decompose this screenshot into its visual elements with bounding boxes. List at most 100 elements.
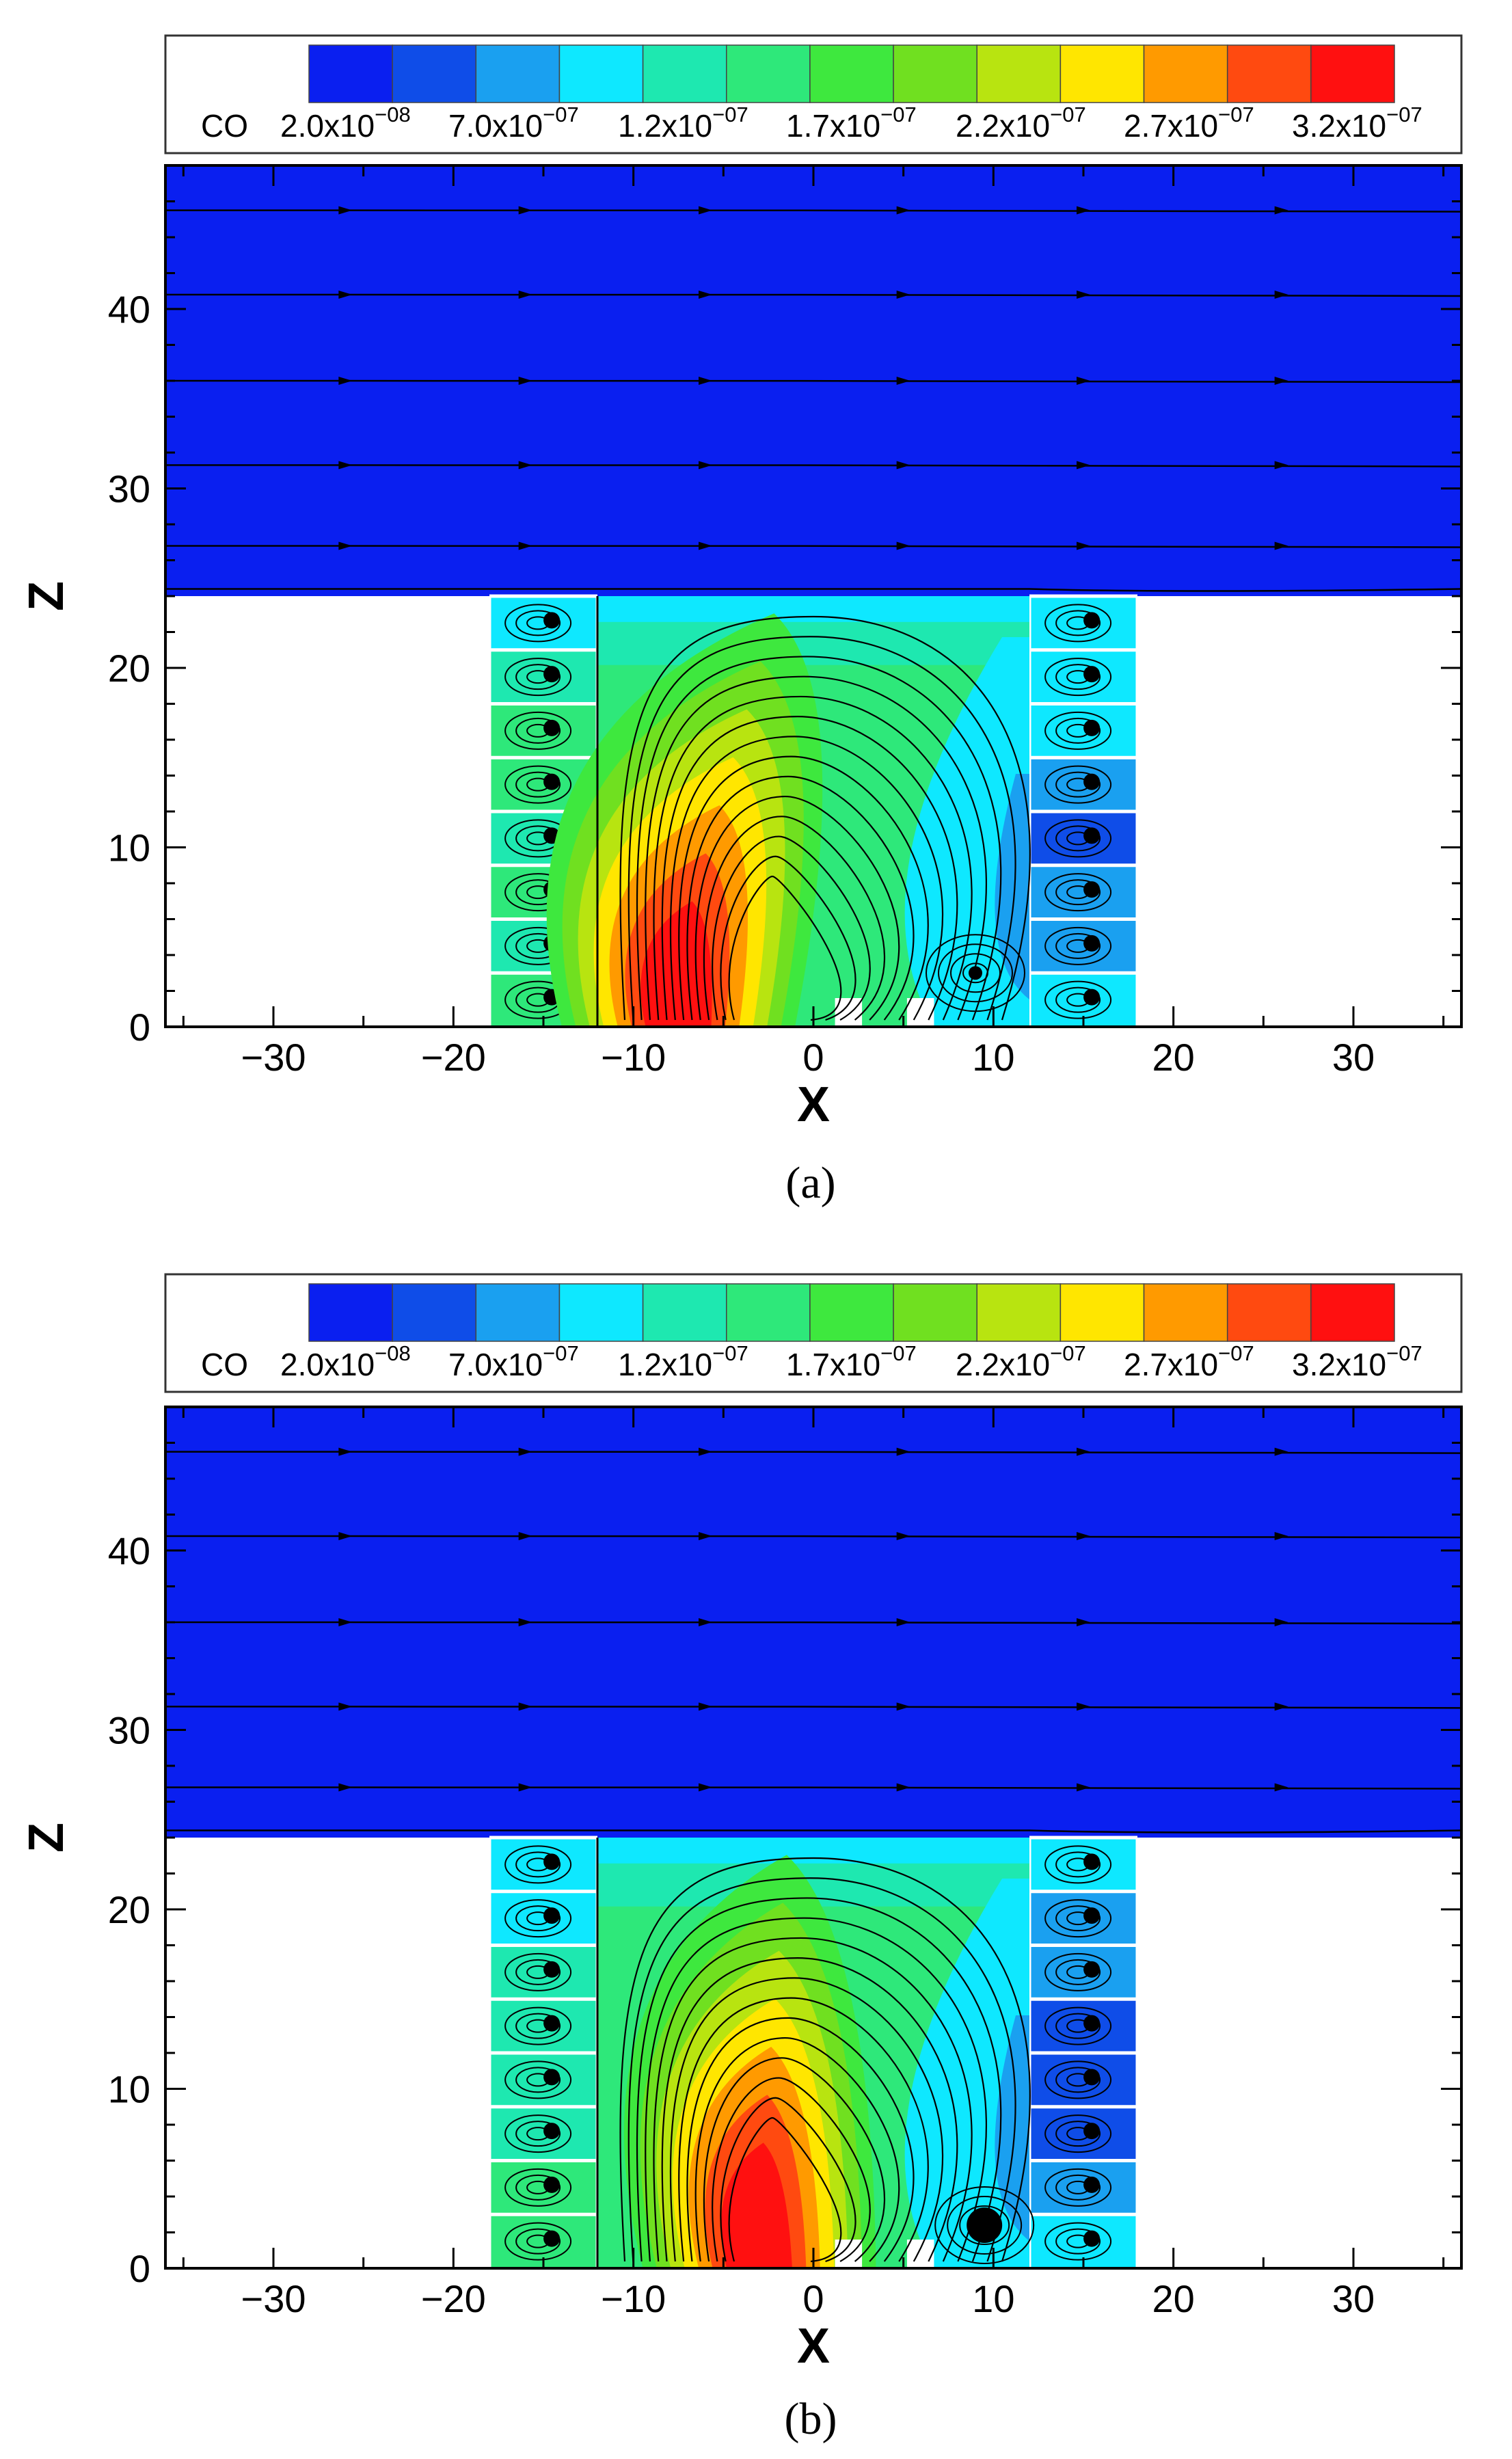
- vortex-streamline: [504, 2168, 572, 2207]
- colorbar-swatch: [1226, 1283, 1312, 1342]
- streamline: [728, 2117, 842, 2263]
- streamline-arrow: [896, 206, 910, 215]
- streamline: [165, 209, 1461, 213]
- streamline-arrow: [699, 461, 712, 470]
- streamline: [165, 544, 1461, 549]
- colorbar-label-mantissa: 1.7x10: [786, 1347, 880, 1382]
- x-tick-label: 0: [802, 1036, 824, 1079]
- colorbar-label-exponent: −07: [1218, 1341, 1254, 1365]
- streamline: [645, 675, 987, 1021]
- streamline: [627, 636, 1016, 1021]
- streamline-arrow: [896, 377, 910, 385]
- vortex-core: [969, 966, 982, 980]
- streamline: [645, 1917, 987, 2262]
- streamline: [720, 2097, 856, 2263]
- colorbar-label-exponent: −07: [712, 103, 748, 126]
- vortex-core: [967, 2207, 1003, 2243]
- colorbar-swatch: [308, 44, 393, 103]
- colorbar-label-mantissa: 2.0x10: [280, 1347, 375, 1382]
- vortex-streamline: [504, 2006, 572, 2045]
- streamline: [165, 379, 1461, 384]
- colorbar-swatch: [642, 1283, 727, 1342]
- colorbar-label: 7.0x10−07: [448, 1341, 579, 1382]
- canyon-streamlines: [596, 1838, 1035, 2268]
- colorbar-swatch: [475, 1283, 561, 1342]
- colorbar-label-exponent: −07: [712, 1341, 748, 1365]
- streamline-arrow: [338, 1783, 353, 1792]
- sky-streamlines: [165, 206, 1461, 592]
- colorbar-label: 1.2x10−07: [618, 1341, 748, 1382]
- y-tick-label: 40: [108, 288, 150, 331]
- vortex-streamline: [1044, 926, 1112, 965]
- streamline-arrow: [699, 206, 712, 215]
- streamline-arrow: [338, 1618, 353, 1626]
- colorbar-swatch: [308, 1283, 393, 1342]
- colorbar-label-exponent: −07: [543, 1341, 579, 1365]
- streamline-arrow: [518, 541, 532, 550]
- colorbar-label: 7.0x10−07: [448, 103, 579, 144]
- ground-box: [906, 2240, 934, 2268]
- colorbar-label-mantissa: 2.0x10: [280, 108, 375, 144]
- x-tick-label: 0: [802, 2277, 824, 2320]
- streamline: [636, 656, 1002, 1021]
- colorbar-label-mantissa: 1.2x10: [618, 108, 712, 144]
- y-axis: 0 10 20 30 40 Z: [19, 1406, 1461, 2290]
- colorbar-label-mantissa: 1.2x10: [618, 1347, 712, 1382]
- streamline-arrow: [1274, 206, 1288, 215]
- y-tick-label: 20: [108, 647, 150, 690]
- vortex-core: [543, 2230, 561, 2247]
- vortex-core: [543, 2069, 561, 2086]
- streamline-arrow: [1077, 1618, 1090, 1626]
- colorbar-swatch: [893, 44, 977, 103]
- vortex-streamline: [1044, 765, 1112, 804]
- x-tick-label: −20: [421, 1036, 486, 1079]
- vortex-streamline: [1055, 717, 1101, 744]
- y-tick-label: 20: [108, 1888, 150, 1931]
- streamline: [165, 588, 1461, 592]
- vortex-core: [543, 2015, 561, 2032]
- sky-streamlines: [165, 1447, 1461, 1833]
- vortex-core: [1083, 2230, 1101, 2247]
- colorbar-label: 3.2x10−07: [1292, 1341, 1422, 1382]
- vortex-streamline: [504, 711, 572, 750]
- streamline: [686, 2017, 915, 2262]
- streamline-arrow: [896, 541, 910, 550]
- canyon-streamlines: [596, 596, 1031, 1027]
- streamline: [669, 1977, 943, 2262]
- vortex-streamline: [1044, 1845, 1112, 1884]
- colorbar-label-mantissa: 2.2x10: [956, 1347, 1050, 1382]
- streamline: [661, 1957, 958, 2262]
- streamline-arrow: [1077, 291, 1090, 299]
- streamline: [627, 1877, 1016, 2262]
- x-tick-label: 10: [972, 2277, 1014, 2320]
- colorbar-label-exponent: −07: [1050, 103, 1086, 126]
- colorbar-label: 2.0x10−08: [280, 103, 411, 144]
- vortex-core: [543, 773, 561, 790]
- streamline-arrow: [1077, 1447, 1090, 1456]
- colorbar-label-exponent: −07: [1386, 103, 1422, 126]
- colorbar-swatch: [726, 1283, 811, 1342]
- streamline: [653, 695, 973, 1021]
- vortex-streamline: [515, 1959, 561, 1985]
- colorbar-swatch: [976, 1283, 1062, 1342]
- colorbar-swatch: [642, 44, 727, 103]
- x-axis-label: X: [797, 2319, 830, 2374]
- vortex-streamline: [515, 771, 561, 798]
- vortex-streamline: [1044, 2168, 1112, 2207]
- streamline: [165, 1704, 1461, 1709]
- colorbar-label-mantissa: 2.7x10: [1124, 1347, 1218, 1382]
- colorbar-label-mantissa: 2.7x10: [1124, 108, 1218, 144]
- concentration-field: [165, 1407, 1461, 2268]
- y-tick-label: 10: [108, 2068, 150, 2111]
- vortex-streamline: [1044, 658, 1112, 697]
- streamline-arrow: [1077, 206, 1090, 215]
- vortex-streamline: [1055, 986, 1101, 1013]
- vortex-streamline: [515, 2228, 561, 2255]
- vortex-core: [543, 2123, 561, 2140]
- streamline: [678, 1997, 929, 2262]
- vortex-core: [543, 1961, 561, 1978]
- streamline: [165, 1450, 1461, 1455]
- streamline-arrow: [1274, 1532, 1288, 1540]
- streamline-arrow: [896, 1783, 910, 1792]
